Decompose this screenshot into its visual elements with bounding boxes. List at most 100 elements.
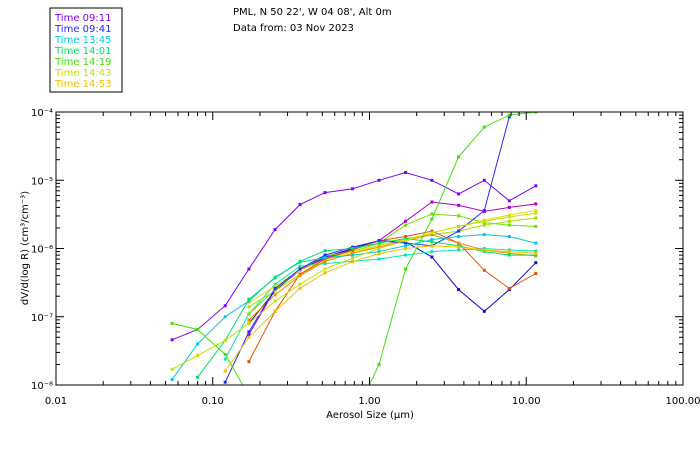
- extra-series-6-point-10: [507, 286, 511, 290]
- extra-series-2-point-3: [298, 264, 302, 268]
- series-6-point-8: [430, 244, 434, 248]
- series-0-point-5: [298, 203, 302, 207]
- series-3-point-4: [298, 259, 302, 263]
- x-tick-label-4: 100.00: [666, 396, 700, 407]
- series-3-point-2: [247, 297, 251, 301]
- series-1-point-7: [404, 241, 408, 245]
- extra-series-2-point-0: [223, 357, 227, 361]
- extra-series-0-point-8: [457, 203, 461, 207]
- series-4-point-12: [482, 125, 486, 129]
- legend-entry-2: Time 13:45: [54, 35, 111, 46]
- extra-series-6-point-7: [430, 229, 434, 233]
- legend-entry-4: Time 14:19: [54, 57, 111, 68]
- y-tick-label-1: 10⁻⁷: [31, 313, 53, 324]
- series-3-point-3: [273, 276, 277, 280]
- series-4-point-10: [430, 217, 434, 221]
- series-4-line: [171, 112, 536, 385]
- extra-series-2-point-9: [457, 248, 461, 252]
- series-5-point-0: [170, 367, 174, 371]
- series-1-point-1: [247, 330, 251, 334]
- series-3-point-13: [534, 253, 538, 257]
- series-0-point-3: [247, 267, 251, 271]
- extra-series-0-point-6: [404, 219, 408, 223]
- series-6-point-12: [534, 251, 538, 255]
- series-0-point-2: [223, 304, 227, 308]
- series-2-point-14: [534, 241, 538, 245]
- series-2-point-10: [430, 238, 434, 242]
- x-tick-label-2: 1.00: [358, 396, 380, 407]
- series-4-point-8: [377, 363, 381, 366]
- y-tick-label-4: 10⁻⁴: [31, 108, 53, 119]
- y-tick-label-2: 10⁻⁶: [31, 245, 53, 256]
- series-3-line: [197, 237, 536, 378]
- extra-series-2-point-4: [323, 262, 327, 266]
- series-2-point-0: [170, 378, 174, 382]
- series-lines: [170, 112, 538, 385]
- series-0-point-11: [457, 192, 461, 196]
- series-2-point-13: [507, 235, 511, 238]
- x-tick-label-1: 0.10: [202, 396, 224, 407]
- series-2-point-8: [377, 250, 381, 254]
- extra-series-4-point-11: [534, 216, 538, 220]
- series-1-point-11: [507, 115, 511, 119]
- extra-series-1-point-9: [482, 309, 486, 313]
- x-axis-label: Aerosol Size (µm): [326, 410, 414, 421]
- extra-series-6-point-9: [482, 268, 486, 272]
- extra-series-6-line: [248, 230, 537, 362]
- extra-series-3-point-6: [404, 223, 408, 227]
- extra-series-6-point-0: [247, 360, 251, 364]
- x-tick-label-0: 0.01: [45, 396, 67, 407]
- series-5: [170, 211, 538, 371]
- series-2-point-6: [323, 256, 327, 260]
- y-tick-label-0: 10⁻⁸: [31, 381, 53, 392]
- extra-series-0-point-0: [247, 333, 251, 336]
- extra-series-1-point-7: [430, 255, 434, 259]
- extra-series-1-point-8: [457, 288, 461, 292]
- series-0-point-13: [507, 199, 511, 203]
- extra-series-7-point-1: [273, 293, 277, 297]
- series-0-point-14: [534, 184, 538, 188]
- series-5-point-9: [404, 239, 408, 243]
- series-3-point-8: [404, 237, 408, 240]
- series-3-point-12: [507, 253, 511, 257]
- extra-series-7-point-2: [298, 274, 302, 278]
- extra-series-3-point-10: [507, 223, 511, 227]
- legend-entry-3: Time 14:01: [54, 46, 111, 57]
- legend-entry-5: Time 14:43: [54, 68, 111, 79]
- series-3-point-0: [196, 375, 200, 379]
- series-4-point-14: [534, 112, 538, 114]
- extra-series-5-point-10: [507, 213, 511, 217]
- series-0-point-4: [273, 228, 277, 231]
- extra-series-7-point-10: [507, 251, 511, 255]
- series-4-point-9: [404, 267, 408, 271]
- y-tick-label-3: 10⁻⁵: [31, 176, 53, 187]
- series-0-point-0: [170, 338, 174, 342]
- series-5-point-4: [273, 299, 277, 303]
- series-3-point-7: [377, 241, 381, 245]
- extra-series-7-point-4: [351, 251, 355, 255]
- series-2-point-12: [482, 233, 486, 237]
- series-5-point-5: [298, 282, 302, 286]
- axis-ticks: 0.01 0.10 1.00 10.00 100.00 10⁻⁸ 10⁻⁷ 10⁻⁶ 10⁻⁵ 1…: [31, 108, 700, 407]
- extra-series-3-point-7: [430, 212, 434, 216]
- series-1-point-0: [223, 380, 227, 384]
- extra-series-3-point-8: [457, 214, 461, 218]
- extra-series-0-point-11: [534, 202, 538, 206]
- extra-series-4-point-0: [247, 305, 251, 309]
- series-0-point-9: [404, 171, 408, 174]
- series-0-point-8: [377, 178, 381, 182]
- series-3-point-5: [323, 249, 327, 253]
- x-tick-label-3: 10.00: [512, 396, 541, 407]
- extra-series-2-point-8: [430, 250, 434, 254]
- series-0-point-7: [351, 187, 355, 191]
- legend-entry-6: Time 14:53: [54, 79, 111, 90]
- extra-series-2-point-2: [273, 282, 277, 286]
- series-6-point-0: [223, 369, 227, 373]
- legend-entry-0: Time 09:11: [54, 13, 111, 24]
- extra-series-2-point-12: [534, 249, 538, 253]
- series-3-point-9: [430, 240, 434, 244]
- series-2-point-2: [223, 315, 227, 319]
- series-4-point-2: [223, 353, 227, 356]
- series-6-point-4: [323, 271, 327, 275]
- extra-series-5-point-0: [247, 301, 251, 305]
